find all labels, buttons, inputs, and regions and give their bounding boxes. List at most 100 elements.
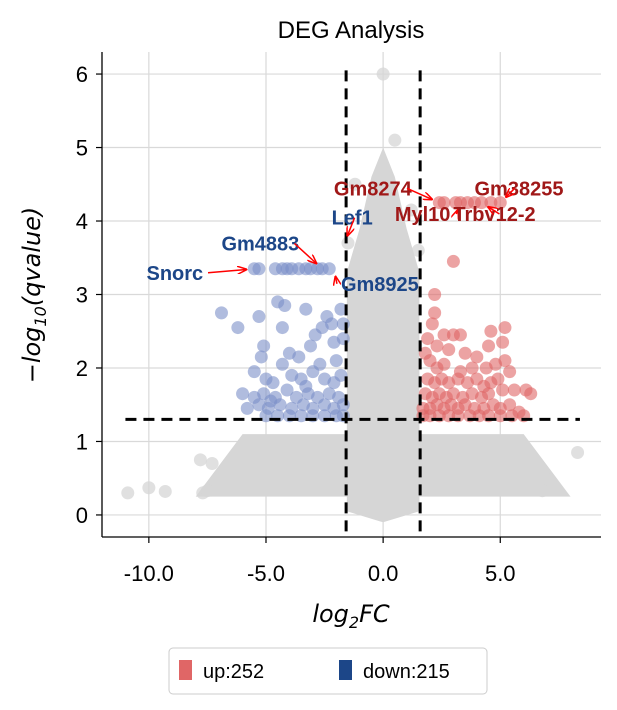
point-up-61 xyxy=(503,398,517,412)
point-ns-14 xyxy=(538,471,552,485)
point-up-80 xyxy=(503,365,517,379)
gene-arrow-5 xyxy=(293,242,316,263)
point-ns-2 xyxy=(348,177,362,191)
point-up-14 xyxy=(437,328,451,342)
point-down-39 xyxy=(334,368,348,382)
gene-arrow-0 xyxy=(406,187,432,199)
point-down-50 xyxy=(240,401,254,415)
point-ns-3 xyxy=(404,203,418,217)
point-down-11 xyxy=(247,262,261,276)
point-down-72 xyxy=(264,394,278,408)
point-down-60 xyxy=(259,409,273,423)
gene-label-lef1: Lef1 xyxy=(332,208,373,230)
point-down-69 xyxy=(292,350,306,364)
y-tick-label-4: 4 xyxy=(76,209,88,234)
point-up-22 xyxy=(437,357,451,371)
point-down-71 xyxy=(336,317,350,331)
legend-swatch-up xyxy=(179,660,192,680)
point-up-13 xyxy=(498,321,512,335)
ns-cloud xyxy=(346,147,420,523)
point-ns-6 xyxy=(369,258,383,272)
point-up-24 xyxy=(470,350,484,364)
point-down-19 xyxy=(275,321,289,335)
point-up-1 xyxy=(437,196,451,210)
gene-label-myl10: Myl10 xyxy=(395,204,451,226)
point-down-12 xyxy=(214,306,228,320)
gene-annotations: Gm8274 Gm38255 Myl10 Trbv12-2 Lef1 Gm4883 Snor… xyxy=(147,178,564,296)
point-up-16 xyxy=(453,328,467,342)
point-down-36 xyxy=(306,365,320,379)
x-axis-label: log2FC xyxy=(312,600,390,632)
gene-label-gm4883: Gm4883 xyxy=(221,233,299,255)
y-tick-label-2: 2 xyxy=(76,356,88,381)
y-axis-label: −log10(qvalue) xyxy=(18,207,50,384)
point-down-40 xyxy=(236,387,250,401)
y-tick-label-3: 3 xyxy=(76,283,88,308)
point-down-9 xyxy=(268,262,282,276)
gene-arrow-6 xyxy=(207,269,246,272)
point-up-11 xyxy=(428,306,442,320)
y-tick-label-0: 0 xyxy=(76,503,88,528)
y-tick-label-1: 1 xyxy=(76,429,88,454)
point-up-46 xyxy=(482,387,496,401)
gene-arrow-3 xyxy=(488,207,500,214)
gene-label-gm38255: Gm38255 xyxy=(474,178,563,200)
point-up-18 xyxy=(496,335,510,349)
legend-swatch-down xyxy=(339,660,352,680)
y-tick-label-5: 5 xyxy=(76,136,88,161)
point-ns-5 xyxy=(411,243,425,257)
point-up-27 xyxy=(498,354,512,368)
axes: -10.0 -5.0 0.0 5.0 0 1 2 3 4 5 6 xyxy=(76,52,601,586)
legend-frame xyxy=(168,647,488,695)
point-down-70 xyxy=(308,328,322,342)
gene-label-snorc: Snorc xyxy=(147,263,204,285)
point-down-24 xyxy=(304,339,318,353)
point-up-10 xyxy=(428,288,442,301)
gene-label-gm8274: Gm8274 xyxy=(334,178,413,200)
point-down-17 xyxy=(334,302,348,316)
point-down-31 xyxy=(247,365,261,379)
y-tick-label-6: 6 xyxy=(76,62,88,87)
point-up-17 xyxy=(484,324,498,338)
gene-arrow-4 xyxy=(347,217,356,236)
threshold-lines xyxy=(125,70,580,537)
x-tick-label-3: 5.0 xyxy=(485,561,516,586)
point-up-47 xyxy=(496,383,510,397)
point-ns-16 xyxy=(193,453,207,467)
point-down-33 xyxy=(266,376,280,390)
point-down-30 xyxy=(329,354,343,368)
point-ns-7 xyxy=(393,251,407,265)
point-ns-15 xyxy=(535,484,549,498)
point-down-16 xyxy=(299,302,313,316)
point-down-13 xyxy=(252,310,266,324)
points-ns xyxy=(121,67,585,523)
point-up-79 xyxy=(482,339,496,353)
gene-label-trbv12-2: Trbv12-2 xyxy=(453,204,535,226)
point-up-6 xyxy=(475,196,489,210)
point-ns-12 xyxy=(200,484,214,498)
x-tick-label-1: -5.0 xyxy=(247,561,285,586)
x-tick-label-2: 0.0 xyxy=(368,561,399,586)
point-down-18 xyxy=(231,321,245,335)
point-down-15 xyxy=(278,299,292,313)
x-tick-label-0: -10.0 xyxy=(124,561,174,586)
point-up-76 xyxy=(442,343,456,357)
point-up-81 xyxy=(524,387,538,401)
points-up xyxy=(416,196,538,423)
point-down-27 xyxy=(254,350,268,364)
point-ns-0 xyxy=(376,67,390,81)
point-ns-8 xyxy=(121,486,135,500)
point-up-78 xyxy=(465,361,479,375)
point-ns-1 xyxy=(388,133,402,147)
point-up-75 xyxy=(430,339,444,353)
point-up-74 xyxy=(421,332,435,346)
point-ns-10 xyxy=(158,484,172,498)
point-up-37 xyxy=(491,372,505,386)
gene-label-gm8925: Gm8925 xyxy=(341,274,419,296)
gene-arrow-7 xyxy=(336,277,337,284)
legend-label-up: up:252 xyxy=(203,661,264,683)
point-ns-9 xyxy=(142,481,156,495)
gene-arrow-1 xyxy=(506,187,516,197)
point-up-23 xyxy=(458,346,472,360)
